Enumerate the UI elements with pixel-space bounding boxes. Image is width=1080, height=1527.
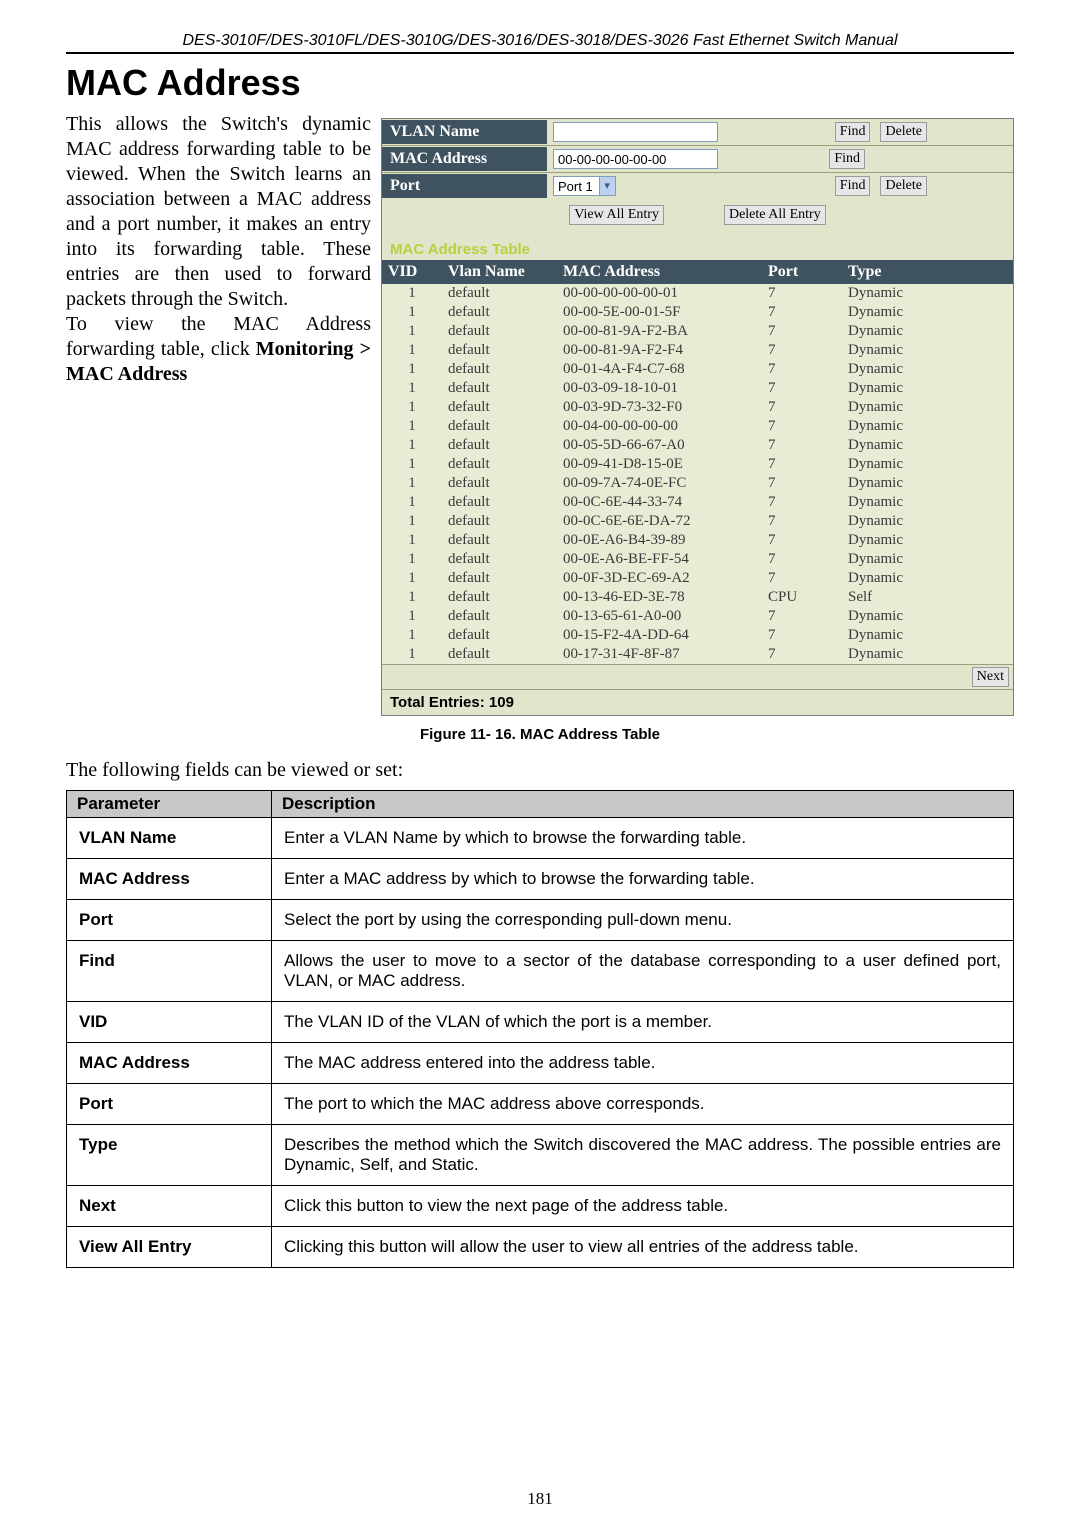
param-row: FindAllows the user to move to a sector … [67, 941, 1014, 1002]
vlan-name-input[interactable] [553, 122, 718, 142]
vlan-find-button[interactable]: Find [835, 122, 871, 142]
table-row: 1default00-00-81-9A-F2-BA7Dynamic [382, 322, 1013, 341]
figure-caption: Figure 11- 16. MAC Address Table [66, 726, 1014, 743]
port-delete-button[interactable]: Delete [880, 176, 927, 196]
param-row: MAC AddressThe MAC address entered into … [67, 1043, 1014, 1084]
col-vid: VID [382, 260, 442, 284]
table-row: 1default00-00-00-00-00-017Dynamic [382, 284, 1013, 303]
table-row: 1default00-00-81-9A-F2-F47Dynamic [382, 341, 1013, 360]
table-row: 1default00-13-65-61-A0-007Dynamic [382, 607, 1013, 626]
table-row: 1default00-0F-3D-EC-69-A27Dynamic [382, 569, 1013, 588]
table-row: 1default00-0E-A6-B4-39-897Dynamic [382, 531, 1013, 550]
param-row: VIDThe VLAN ID of the VLAN of which the … [67, 1002, 1014, 1043]
page-title: MAC Address [66, 62, 1014, 104]
param-header-parameter: Parameter [67, 791, 272, 818]
chevron-down-icon: ▾ [599, 177, 615, 195]
delete-all-entry-button[interactable]: Delete All Entry [724, 205, 826, 225]
param-row: NextClick this button to view the next p… [67, 1186, 1014, 1227]
table-row: 1default00-0C-6E-6E-DA-727Dynamic [382, 512, 1013, 531]
mac-address-input[interactable] [553, 149, 718, 169]
mac-table-title: MAC Address Table [382, 235, 1013, 260]
next-button[interactable]: Next [972, 667, 1009, 687]
port-find-button[interactable]: Find [835, 176, 871, 196]
table-row: 1default00-00-5E-00-01-5F7Dynamic [382, 303, 1013, 322]
param-row: VLAN NameEnter a VLAN Name by which to b… [67, 818, 1014, 859]
table-row: 1default00-0E-A6-BE-FF-547Dynamic [382, 550, 1013, 569]
col-vlan-name: Vlan Name [442, 260, 557, 284]
table-row: 1default00-03-9D-73-32-F07Dynamic [382, 398, 1013, 417]
param-row: MAC AddressEnter a MAC address by which … [67, 859, 1014, 900]
page-number: 181 [0, 1489, 1080, 1509]
table-row: 1default00-09-7A-74-0E-FC7Dynamic [382, 474, 1013, 493]
col-mac-address: MAC Address [557, 260, 762, 284]
port-select[interactable]: Port 1 ▾ [553, 176, 616, 196]
table-row: 1default00-15-F2-4A-DD-647Dynamic [382, 626, 1013, 645]
parameter-table: Parameter Description VLAN NameEnter a V… [66, 790, 1014, 1268]
vlan-delete-button[interactable]: Delete [880, 122, 927, 142]
table-row: 1default00-04-00-00-00-007Dynamic [382, 417, 1013, 436]
mac-address-table: VID Vlan Name MAC Address Port Type 1def… [382, 260, 1013, 664]
view-all-entry-button[interactable]: View All Entry [569, 205, 664, 225]
param-row: View All EntryClicking this button will … [67, 1227, 1014, 1268]
table-row: 1default00-01-4A-F4-C7-687Dynamic [382, 360, 1013, 379]
param-header-description: Description [272, 791, 1014, 818]
table-row: 1default00-09-41-D8-15-0E7Dynamic [382, 455, 1013, 474]
param-row: PortThe port to which the MAC address ab… [67, 1084, 1014, 1125]
param-row: TypeDescribes the method which the Switc… [67, 1125, 1014, 1186]
mac-find-button[interactable]: Find [829, 149, 865, 169]
table-row: 1default00-13-46-ED-3E-78CPUSelf [382, 588, 1013, 607]
table-row: 1default00-03-09-18-10-017Dynamic [382, 379, 1013, 398]
lead-text: The following fields can be viewed or se… [66, 759, 1014, 782]
total-entries: Total Entries: 109 [382, 690, 1013, 715]
table-row: 1default00-0C-6E-44-33-747Dynamic [382, 493, 1013, 512]
vlan-name-label: VLAN Name [382, 120, 547, 144]
port-label: Port [382, 174, 547, 198]
mac-address-label: MAC Address [382, 147, 547, 171]
doc-header: DES-3010F/DES-3010FL/DES-3010G/DES-3016/… [66, 32, 1014, 54]
mac-address-panel: VLAN Name Find Delete MAC Address Find P… [381, 118, 1014, 716]
table-row: 1default00-17-31-4F-8F-877Dynamic [382, 645, 1013, 664]
col-port: Port [762, 260, 842, 284]
col-type: Type [842, 260, 1013, 284]
port-select-value: Port 1 [558, 179, 593, 194]
body-paragraph-1: This allows the Switch's dynamic MAC add… [66, 113, 371, 310]
body-text: This allows the Switch's dynamic MAC add… [66, 112, 371, 716]
table-row: 1default00-05-5D-66-67-A07Dynamic [382, 436, 1013, 455]
param-row: PortSelect the port by using the corresp… [67, 900, 1014, 941]
